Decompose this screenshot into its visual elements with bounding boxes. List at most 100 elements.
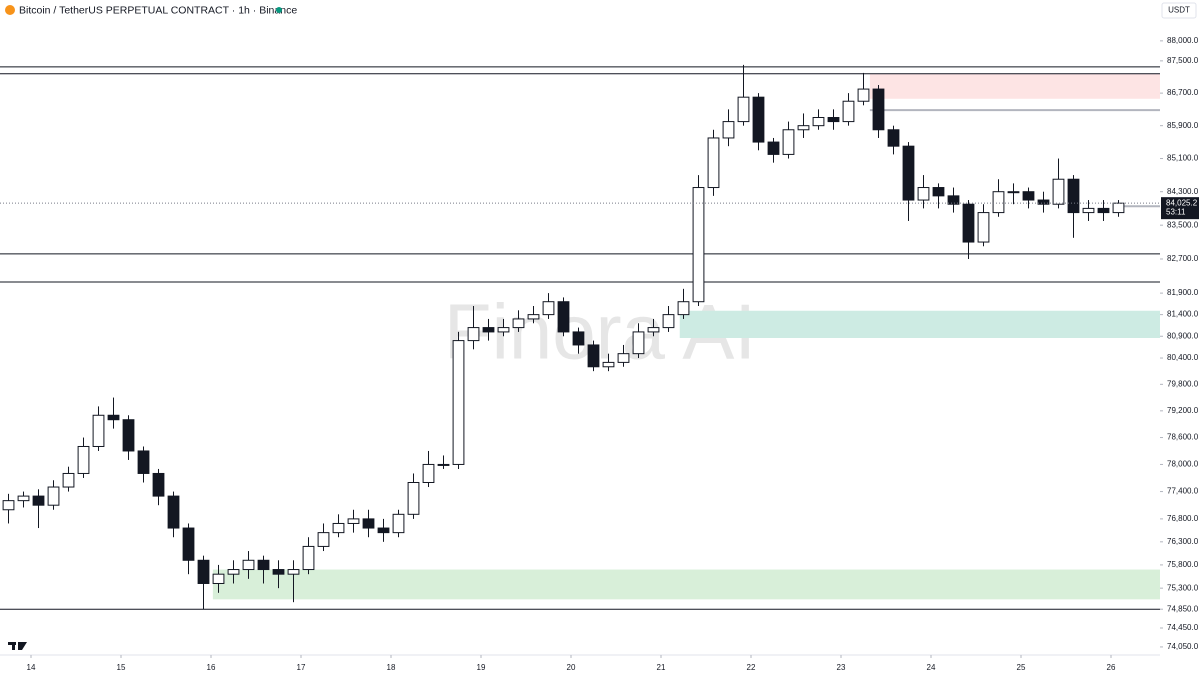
candle-body [317,532,330,547]
y-tick-label: 87,500.0 [1167,56,1199,65]
candle-body [602,361,615,368]
x-tick-label: 20 [567,663,576,672]
y-tick-label: 80,400.0 [1167,353,1199,362]
candle-body [557,301,570,333]
candle-body [932,187,945,197]
y-tick-label: 74,050.0 [1167,642,1199,651]
x-tick-label: 14 [27,663,36,672]
candle-body [827,117,840,123]
x-tick-label: 15 [117,663,126,672]
y-tick-label: 86,700.0 [1167,88,1199,97]
candle-body [902,145,915,201]
candle-body [782,129,795,155]
candle-body [2,500,15,511]
candle-body [17,495,30,502]
candle-body [377,527,390,534]
candle-body [842,100,855,123]
candle-body [227,569,240,575]
candle-body [977,212,990,243]
candle-body [77,445,90,474]
y-tick-label: 81,900.0 [1167,288,1199,297]
candle-body [107,414,120,421]
candle-body [287,569,300,575]
candle-body [1082,207,1095,214]
x-tick-label: 25 [1017,663,1026,672]
x-tick-label: 17 [297,663,306,672]
candle-body [92,414,105,447]
y-tick-label: 85,100.0 [1167,154,1199,163]
coin-icon [5,5,15,15]
candle-body [1007,191,1020,194]
candle-body [572,331,585,346]
x-tick-label: 23 [837,663,846,672]
candle-body [617,353,630,363]
candle-body [197,559,210,584]
chart-title: Bitcoin / TetherUS PERPETUAL CONTRACT · … [19,4,297,16]
logo [8,642,27,650]
candle-body [797,125,810,131]
candle-body [767,141,780,155]
candle-body [272,569,285,575]
candle-body [347,518,360,524]
candle-body [62,472,75,488]
status-dot [276,7,282,13]
zone [679,310,1160,338]
candle-body [257,559,270,571]
currency: USDT [1168,6,1190,15]
candle-body [677,301,690,316]
candle-body [587,344,600,368]
candle-body [212,573,225,584]
candle-body [947,195,960,205]
y-tick-label: 78,000.0 [1167,460,1199,469]
y-tick-label: 76,800.0 [1167,514,1199,523]
x-tick-label: 24 [927,663,936,672]
last-price-label: 84,025.2 [1166,198,1198,207]
candle-body [1052,178,1065,205]
candle-body [527,314,540,320]
candle-body [467,327,480,342]
candle-body [857,88,870,102]
candle-body [452,340,465,465]
candle-body [962,203,975,243]
y-tick-label: 85,900.0 [1167,121,1199,130]
plot [0,64,1160,610]
candle-body [992,191,1005,214]
y-tick-label: 79,200.0 [1167,406,1199,415]
y-tick-label: 78,600.0 [1167,433,1199,442]
y-tick-label: 75,300.0 [1167,583,1199,592]
candle-body [1067,178,1080,214]
candle-body [632,331,645,355]
candle-body [512,318,525,329]
candle-body [752,96,765,143]
y-tick-label: 75,800.0 [1167,560,1199,569]
y-tick-label: 82,700.0 [1167,254,1199,263]
candle-body [152,472,165,497]
y-tick-label: 84,300.0 [1167,187,1199,196]
y-tick-label: 79,800.0 [1167,379,1199,388]
candle-body [122,419,135,452]
candle-body [1112,202,1125,214]
countdown: 53:11 [1166,207,1186,216]
candle-body [302,545,315,571]
candle-body [422,463,435,483]
x-tick-label: 16 [207,663,216,672]
candle-body [182,527,195,561]
candle-body [407,481,420,515]
currency-box[interactable] [1161,2,1197,19]
candle-body [167,495,180,529]
candle-body [812,117,825,127]
y-tick-label: 83,500.0 [1167,220,1199,229]
x-tick-label: 22 [747,663,756,672]
last-price-box [1161,197,1199,220]
candle-body [872,88,885,131]
candle-body [887,129,900,147]
candle-body [647,327,660,333]
candle-body [242,559,255,571]
candle-body [482,327,495,333]
candle-body [32,495,45,506]
candle-body [47,486,60,506]
y-tick-label: 81,400.0 [1167,310,1199,319]
candle-body [707,137,720,189]
zone [212,569,1160,600]
